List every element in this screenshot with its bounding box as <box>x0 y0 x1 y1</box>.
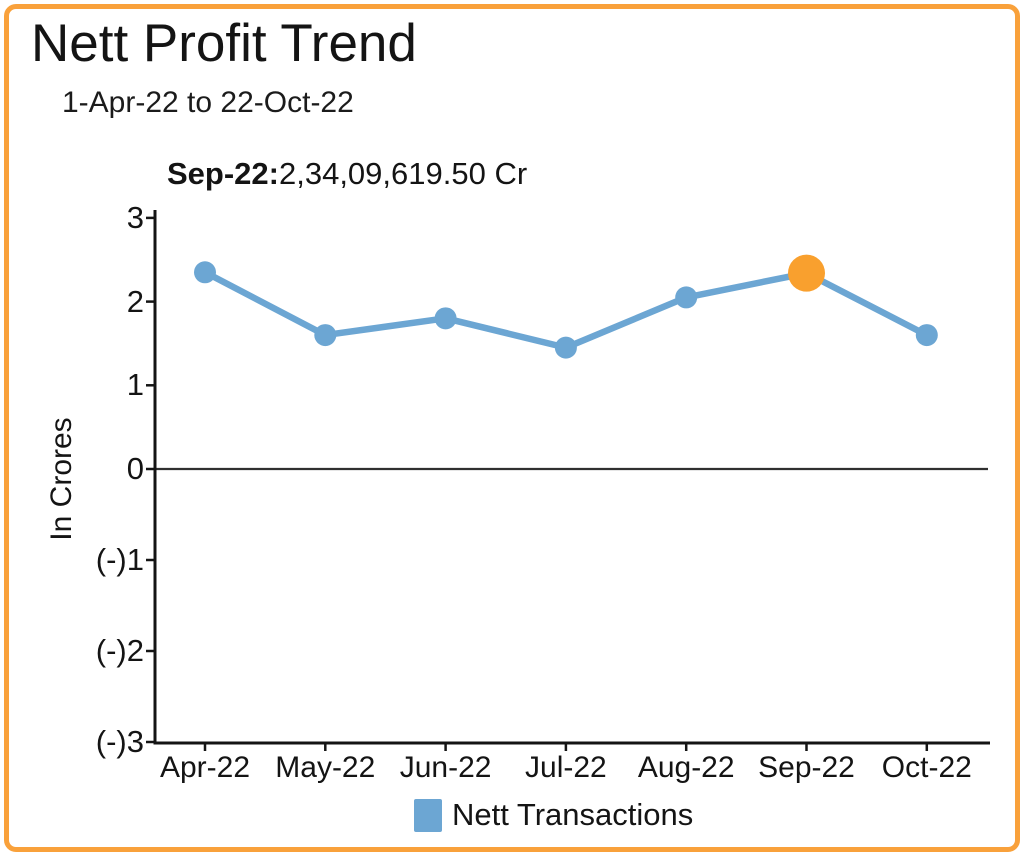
y-tick-label: (-)2 <box>95 633 144 668</box>
y-tick-label: 0 <box>126 451 144 486</box>
card-border <box>4 4 1020 852</box>
data-point-oct-22[interactable] <box>915 324 938 347</box>
chart-date-range: 1-Apr-22 to 22-Oct-22 <box>62 86 354 119</box>
data-point-may-22[interactable] <box>314 324 337 347</box>
y-tick-label: (-)3 <box>95 724 144 759</box>
tooltip-category: Sep-22: <box>167 156 279 191</box>
x-tick-label-aug-22: Aug-22 <box>637 751 735 784</box>
x-tick-label-apr-22: Apr-22 <box>159 751 251 784</box>
y-tick-label: 1 <box>126 367 144 403</box>
legend-label: Nett Transactions <box>452 797 694 832</box>
data-point-apr-22[interactable] <box>194 261 216 284</box>
tooltip-value: 2,34,09,619.50 Cr <box>278 156 528 191</box>
legend-swatch-nett-transactions <box>414 798 442 832</box>
y-tick-label: 3 <box>126 199 144 235</box>
data-point-jun-22[interactable] <box>434 307 457 330</box>
x-tick-label-jul-22: Jul-22 <box>525 751 607 784</box>
x-tick-label-oct-22: Oct-22 <box>881 751 972 784</box>
x-tick-label-sep-22: Sep-22 <box>758 751 855 784</box>
x-tick-label-may-22: May-22 <box>275 751 376 784</box>
data-point-tooltip: Sep-22:2,34,09,619.50 Cr <box>167 156 527 192</box>
x-tick-label-jun-22: Jun-22 <box>399 751 492 784</box>
y-tick-label: (-)1 <box>95 542 144 577</box>
y-tick-label: 2 <box>126 283 144 319</box>
chart-title: Nett Profit Trend <box>31 14 417 73</box>
highlighted-data-point-sep-22[interactable] <box>788 254 825 292</box>
legend[interactable]: Nett Transactions <box>414 797 693 833</box>
data-point-aug-22[interactable] <box>675 286 698 309</box>
data-point-jul-22[interactable] <box>554 336 577 359</box>
